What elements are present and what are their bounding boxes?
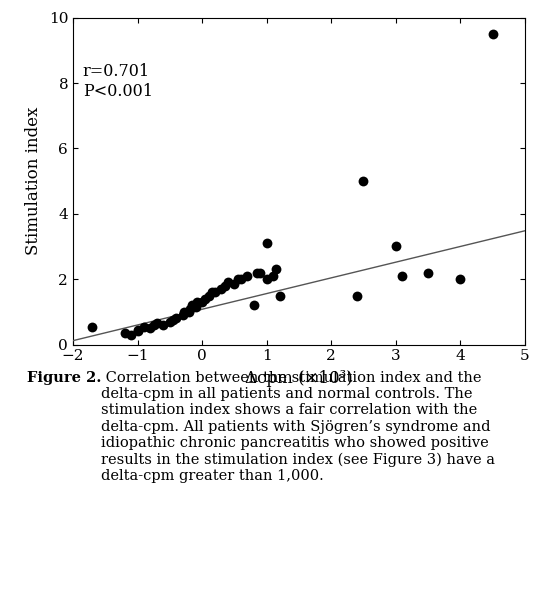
- Point: [166, 317, 174, 326]
- Point: [201, 294, 210, 303]
- Point: [359, 176, 368, 186]
- Text: Correlation between the stimulation index and the delta-cpm in all patients and : Correlation between the stimulation inde…: [101, 371, 496, 483]
- Point: [120, 329, 129, 338]
- Point: [272, 264, 281, 274]
- Point: [233, 274, 242, 284]
- Point: [188, 300, 197, 310]
- Y-axis label: Stimulation index: Stimulation index: [25, 107, 42, 255]
- Point: [207, 287, 216, 297]
- Point: [398, 271, 406, 280]
- Point: [169, 315, 177, 325]
- Point: [133, 326, 142, 336]
- Point: [262, 239, 271, 248]
- Point: [424, 268, 432, 277]
- Point: [153, 319, 161, 328]
- Point: [217, 284, 226, 294]
- Point: [140, 322, 148, 331]
- Point: [185, 307, 194, 317]
- Point: [249, 300, 258, 310]
- Point: [172, 314, 181, 323]
- Point: [253, 268, 261, 277]
- Text: r=0.701
P<0.001: r=0.701 P<0.001: [83, 64, 153, 100]
- Point: [220, 281, 229, 290]
- Point: [186, 304, 195, 313]
- Point: [204, 291, 213, 300]
- Point: [236, 274, 245, 284]
- Point: [198, 297, 207, 307]
- Point: [179, 310, 187, 320]
- Point: [146, 323, 155, 333]
- Point: [193, 297, 201, 307]
- Point: [262, 274, 271, 284]
- Point: [88, 322, 97, 331]
- Point: [275, 291, 284, 300]
- Point: [133, 325, 142, 335]
- Point: [488, 29, 497, 39]
- Text: Figure 2.: Figure 2.: [27, 371, 101, 385]
- Point: [256, 268, 265, 277]
- Point: [192, 302, 200, 312]
- Point: [243, 271, 252, 280]
- Point: [159, 320, 168, 330]
- X-axis label: Δcpm (×10³): Δcpm (×10³): [245, 370, 353, 388]
- Point: [223, 278, 232, 287]
- Point: [391, 241, 400, 251]
- Point: [210, 287, 219, 297]
- Point: [230, 279, 239, 289]
- Point: [353, 291, 361, 300]
- Point: [180, 307, 188, 317]
- Point: [456, 274, 465, 284]
- Point: [127, 330, 135, 339]
- Point: [269, 271, 278, 280]
- Point: [149, 320, 158, 330]
